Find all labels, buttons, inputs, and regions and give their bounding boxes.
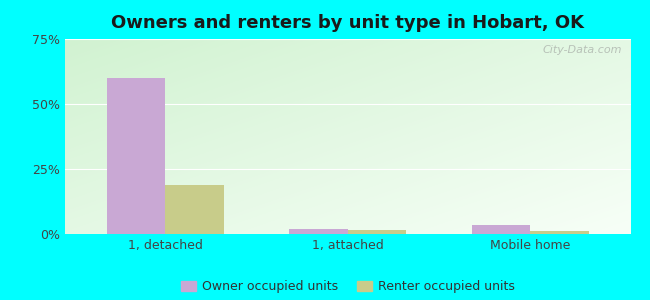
Title: Owners and renters by unit type in Hobart, OK: Owners and renters by unit type in Hobar… xyxy=(111,14,584,32)
Text: City-Data.com: City-Data.com xyxy=(543,45,622,55)
Bar xyxy=(289,229,348,234)
Bar xyxy=(530,231,588,234)
Bar xyxy=(165,184,224,234)
Legend: Owner occupied units, Renter occupied units: Owner occupied units, Renter occupied un… xyxy=(176,275,520,298)
Bar xyxy=(107,78,165,234)
Bar xyxy=(348,230,406,234)
Bar xyxy=(472,225,530,234)
